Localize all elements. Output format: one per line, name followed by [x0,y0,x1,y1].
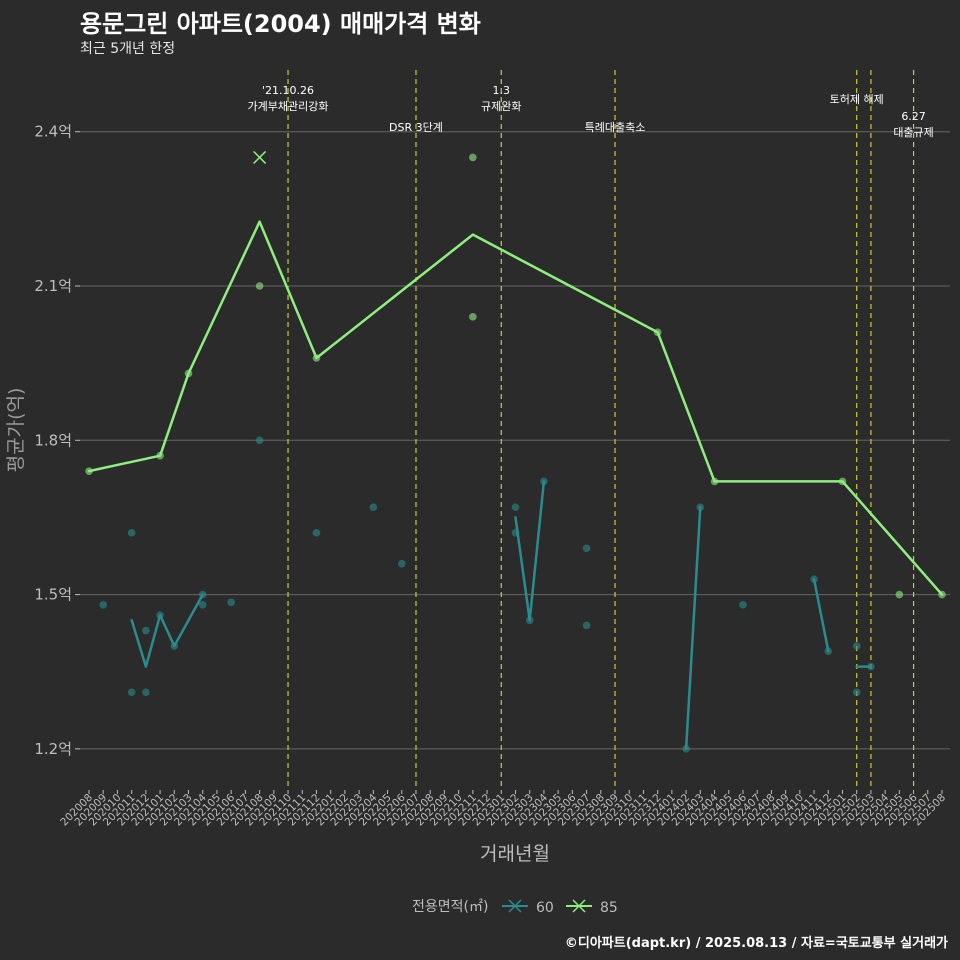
data-point-60 [369,503,378,511]
y-tick-label: 2.1억 [34,277,72,295]
x-axis-label: 거래년월 [480,843,550,865]
data-point-60 [511,529,520,537]
series-line-60 [514,480,546,622]
data-point-60 [142,626,150,635]
data-point-85 [653,328,662,337]
data-point-60 [127,688,136,697]
event-label: 대출규제 [893,126,933,139]
data-point-85 [184,369,193,378]
data-point-60 [312,529,321,537]
event-label: 6.27 [901,110,926,123]
data-point-60 [540,477,548,486]
data-point-85 [710,477,719,486]
chart-title: 용문그린 아파트(2004) 매매가격 변화 [80,10,481,38]
data-point-60 [852,688,861,697]
data-point-60 [170,642,179,650]
legend-label-85: 85 [600,900,618,916]
data-point-60 [682,745,690,753]
data-point-60 [397,559,406,568]
event-label: 특례대출축소 [585,121,646,134]
data-point-60 [127,529,136,537]
data-point-60 [867,662,875,671]
event-label: 토허제 해제 [830,92,884,106]
data-point-60 [142,688,150,697]
data-point-85 [255,282,264,290]
data-point-85 [156,451,164,460]
data-point-85 [469,313,477,321]
series-line-60 [684,505,702,751]
legend-label-60: 60 [536,900,554,916]
event-label: '21.10.26 [262,84,314,97]
data-point-85 [838,477,847,486]
legend-key-60 [502,899,528,913]
series-line-60 [812,577,830,653]
x-marker [253,150,267,164]
data-point-85 [895,590,904,599]
data-point-60 [255,436,264,445]
y-axis: 1.2억 1.5억 1.8억 2.1억 2.4억 [34,123,80,758]
series-60 [99,436,875,753]
event-label: DSR 3단계 [389,121,443,134]
legend: 전용면적(㎡) 60 85 [412,899,618,916]
event-label: 가계부채관리강화 [248,100,329,113]
data-point-60 [525,616,534,625]
data-point-60 [810,575,818,583]
data-point-85 [938,590,946,599]
legend-key-85 [566,899,592,913]
event-label: 1.3 [493,84,511,97]
data-point-60 [198,601,207,609]
x-axis: 2020082020092020102020112020122021012021… [58,790,948,828]
data-point-85 [469,153,477,162]
data-point-60 [739,601,747,609]
axis-labels: 거래년월 평균가(억) [5,388,550,865]
data-point-60 [156,611,164,619]
event-label: 규제완화 [481,100,521,113]
y-tick-label: 1.8억 [34,431,72,449]
grid-lines [80,131,950,750]
series-line-85 [87,220,944,596]
y-axis-label: 평균가(억) [5,388,27,473]
y-tick-label: 2.4억 [34,123,72,141]
data-point-60 [511,503,520,511]
y-tick-label: 1.5억 [34,586,72,604]
data-point-60 [198,590,207,599]
data-point-60 [582,621,591,630]
data-point-60 [582,544,591,553]
chart-subtitle: 최근 5개년 한정 [80,41,176,57]
data-point-60 [99,601,108,609]
data-point-85 [312,354,321,362]
data-point-60 [852,642,861,650]
data-point-85 [85,467,93,475]
data-point-60 [227,598,235,607]
data-point-60 [824,647,833,655]
legend-title: 전용면적(㎡) [412,899,488,915]
y-tick-label: 1.2억 [34,740,72,758]
source-caption: ©디아파트(dapt.kr) / 2025.08.13 / 자료=국토교통부 실… [564,936,948,951]
series-85 [85,150,946,599]
series-layer [85,150,946,753]
data-point-60 [696,503,705,511]
